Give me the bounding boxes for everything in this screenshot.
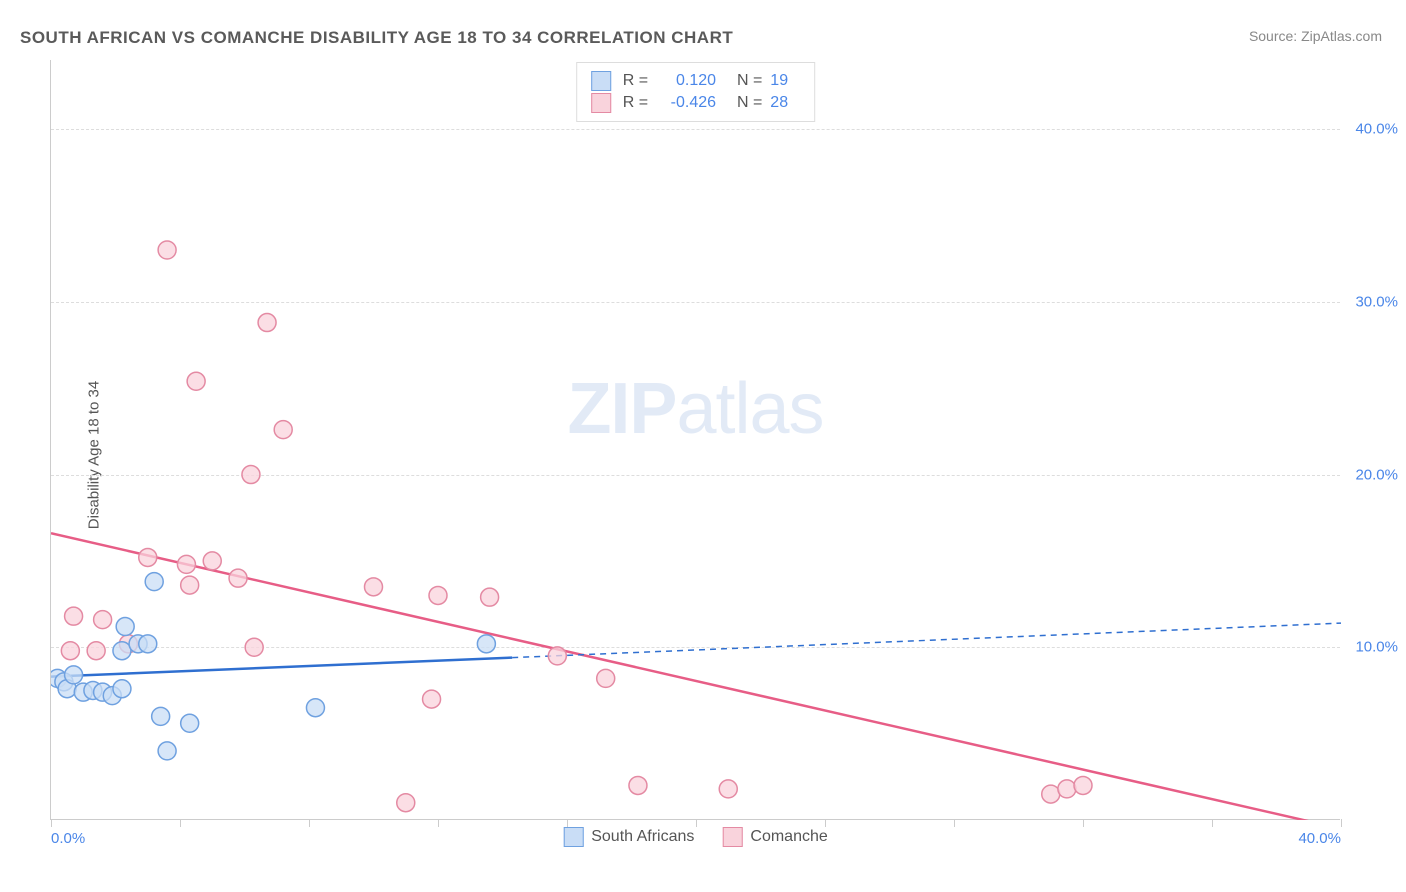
point-south-african	[139, 635, 157, 653]
x-tick-label: 40.0%	[1298, 830, 1341, 847]
swatch-icon	[722, 827, 742, 847]
trend-line-sa-dash	[512, 623, 1341, 658]
swatch-icon	[591, 71, 611, 91]
point-comanche	[481, 588, 499, 606]
r-label: R =	[623, 94, 648, 112]
point-comanche	[177, 555, 195, 573]
point-south-african	[306, 699, 324, 717]
r-label: R =	[623, 72, 648, 90]
point-comanche	[61, 642, 79, 660]
legend-item-co: Comanche	[722, 827, 827, 847]
point-comanche	[181, 576, 199, 594]
n-label: N =	[728, 72, 762, 90]
point-comanche	[548, 647, 566, 665]
trend-line-sa-solid	[51, 658, 512, 677]
point-comanche	[87, 642, 105, 660]
legend-row-sa: R = 0.120 N = 19	[591, 71, 801, 91]
point-comanche	[597, 669, 615, 687]
source-label: Source: ZipAtlas.com	[1249, 28, 1382, 44]
x-tick	[309, 819, 310, 827]
r-value: 0.120	[656, 72, 716, 90]
x-tick	[1341, 819, 1342, 827]
legend-label: Comanche	[750, 828, 827, 846]
n-value: 28	[770, 94, 800, 112]
point-comanche	[258, 314, 276, 332]
r-value: -0.426	[656, 94, 716, 112]
point-south-african	[65, 666, 83, 684]
chart-container: Disability Age 18 to 34 ZIPatlas R = 0.1…	[50, 60, 1390, 850]
point-comanche	[229, 569, 247, 587]
y-tick-label: 40.0%	[1355, 121, 1398, 138]
point-comanche	[365, 578, 383, 596]
x-tick	[954, 819, 955, 827]
point-comanche	[397, 794, 415, 812]
chart-title: SOUTH AFRICAN VS COMANCHE DISABILITY AGE…	[20, 28, 733, 48]
point-comanche	[429, 586, 447, 604]
point-comanche	[423, 690, 441, 708]
y-tick-label: 30.0%	[1355, 293, 1398, 310]
point-comanche	[1042, 785, 1060, 803]
point-comanche	[65, 607, 83, 625]
x-tick	[1083, 819, 1084, 827]
y-tick-label: 10.0%	[1355, 639, 1398, 656]
legend-item-sa: South Africans	[563, 827, 694, 847]
point-comanche	[158, 241, 176, 259]
point-south-african	[116, 618, 134, 636]
swatch-icon	[591, 93, 611, 113]
point-comanche	[274, 421, 292, 439]
n-label: N =	[728, 94, 762, 112]
point-comanche	[242, 466, 260, 484]
x-tick-label: 0.0%	[51, 830, 85, 847]
x-tick	[438, 819, 439, 827]
legend-label: South Africans	[591, 828, 694, 846]
point-comanche	[1074, 776, 1092, 794]
point-south-african	[145, 573, 163, 591]
point-south-african	[158, 742, 176, 760]
point-comanche	[187, 372, 205, 390]
point-comanche	[629, 776, 647, 794]
y-tick-label: 20.0%	[1355, 466, 1398, 483]
x-tick	[1212, 819, 1213, 827]
plot-area: ZIPatlas R = 0.120 N = 19 R = -0.426 N =…	[50, 60, 1340, 820]
point-south-african	[181, 714, 199, 732]
point-south-african	[113, 680, 131, 698]
point-comanche	[719, 780, 737, 798]
legend-row-co: R = -0.426 N = 28	[591, 93, 801, 113]
x-tick	[180, 819, 181, 827]
x-tick	[567, 819, 568, 827]
series-legend: South Africans Comanche	[563, 827, 828, 847]
x-tick	[696, 819, 697, 827]
n-value: 19	[770, 72, 800, 90]
scatter-svg	[51, 60, 1341, 820]
x-tick	[51, 819, 52, 827]
swatch-icon	[563, 827, 583, 847]
point-south-african	[113, 642, 131, 660]
point-comanche	[139, 548, 157, 566]
correlation-legend: R = 0.120 N = 19 R = -0.426 N = 28	[576, 62, 816, 122]
point-comanche	[203, 552, 221, 570]
point-comanche	[94, 611, 112, 629]
x-tick	[825, 819, 826, 827]
point-south-african	[152, 707, 170, 725]
point-comanche	[245, 638, 263, 656]
point-south-african	[477, 635, 495, 653]
point-comanche	[1058, 780, 1076, 798]
